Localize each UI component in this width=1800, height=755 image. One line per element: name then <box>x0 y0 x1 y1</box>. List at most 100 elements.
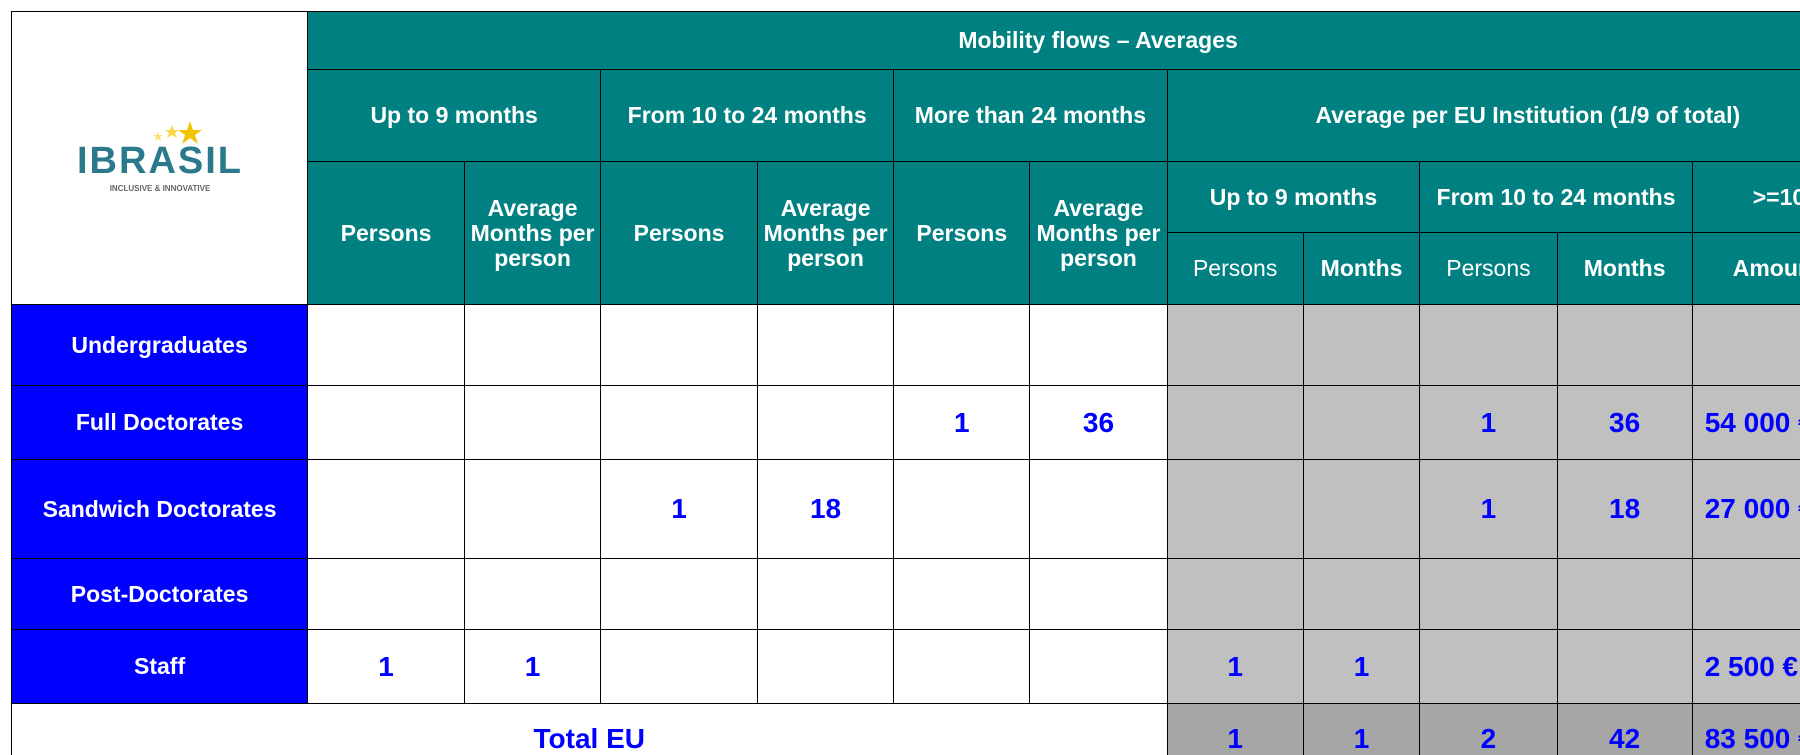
cell: 1 <box>463 629 602 704</box>
cell <box>1302 459 1421 559</box>
cell <box>1029 558 1168 630</box>
total-cell: 2 <box>1419 703 1558 755</box>
cell <box>463 459 602 559</box>
cell <box>1691 304 1800 386</box>
cell <box>756 304 895 386</box>
cell <box>893 558 1031 630</box>
logo-tagline: INCLUSIVE & INNOVATIVE <box>109 184 210 193</box>
body-row: Post-Doctorates <box>11 558 1800 630</box>
cell: 1 <box>1166 629 1304 704</box>
cell <box>600 629 758 704</box>
row-label: Post-Doctorates <box>11 558 309 630</box>
header-row: Persons Months Persons Months Amount* <box>12 232 1800 305</box>
cell <box>1029 629 1168 704</box>
cell <box>307 304 465 386</box>
cell: 2 500 € <box>1691 629 1800 704</box>
cell <box>1691 558 1800 630</box>
cell <box>1166 385 1304 460</box>
avg-group-header: >=10 <box>1691 161 1800 233</box>
avg-sub-header: Persons <box>1419 232 1558 305</box>
sub-header: Average Months per person <box>463 161 602 305</box>
cell <box>1166 558 1304 630</box>
cell: 1 <box>1302 629 1421 704</box>
cell <box>600 304 758 386</box>
cell <box>463 304 602 386</box>
title: Mobility flows – Averages <box>307 11 1800 70</box>
row-label: Sandwich Doctorates <box>11 459 309 559</box>
cell <box>307 558 465 630</box>
row-label: Full Doctorates <box>11 385 309 460</box>
cell: 1 <box>1419 459 1558 559</box>
mobility-table: IBRASIL INCLUSIVE & INNOVATIVE Mobility … <box>11 11 1800 755</box>
cell <box>463 558 602 630</box>
sub-header: Persons <box>600 161 758 305</box>
cell <box>1029 459 1168 559</box>
cell <box>1302 385 1421 460</box>
sub-header: Persons <box>893 161 1031 305</box>
cell: 1 <box>893 385 1031 460</box>
sub-header: Average Months per person <box>756 161 895 305</box>
cell: 18 <box>1556 459 1693 559</box>
cell <box>307 459 465 559</box>
row-label: Undergraduates <box>11 304 309 386</box>
avg-group-header: Up to 9 months <box>1166 161 1421 233</box>
header-row: Up to 9 months From 10 to 24 months More… <box>12 69 1800 162</box>
group-header: From 10 to 24 months <box>600 69 895 162</box>
cell <box>1029 304 1168 386</box>
avg-sub-header: Persons <box>1166 232 1304 305</box>
cell <box>307 385 465 460</box>
star <box>164 124 179 138</box>
avg-group-header: From 10 to 24 months <box>1419 161 1693 233</box>
table-wrap: IBRASIL INCLUSIVE & INNOVATIVE Mobility … <box>11 11 1800 755</box>
sub-header: Average Months per person <box>1029 161 1168 305</box>
cell <box>1419 629 1558 704</box>
avg-sub-header: Amount* <box>1691 232 1800 305</box>
avg-sub-header: Months <box>1302 232 1421 305</box>
cell <box>1556 629 1693 704</box>
cell <box>756 558 895 630</box>
cell <box>893 629 1031 704</box>
total-cell: 83 500 € <box>1691 703 1800 755</box>
cell <box>1556 304 1693 386</box>
cell: 1 <box>1419 385 1558 460</box>
cell <box>1556 558 1693 630</box>
group-header: Up to 9 months <box>307 69 602 162</box>
cell <box>1419 558 1558 630</box>
cell <box>1302 304 1421 386</box>
group-header: Average per EU Institution (1/9 of total… <box>1166 69 1800 162</box>
avg-sub-header: Months <box>1556 232 1693 305</box>
logo-cell: IBRASIL INCLUSIVE & INNOVATIVE <box>11 11 309 305</box>
body-row: Staff 1 1 1 1 2 500 € <box>11 629 1800 704</box>
cell: 1 <box>600 459 758 559</box>
cell: 54 000 € <box>1691 385 1800 460</box>
total-cell: 1 <box>1302 703 1421 755</box>
star <box>177 120 202 144</box>
cell <box>1419 304 1558 386</box>
body-row: Undergraduates <box>11 304 1800 386</box>
cell <box>600 558 758 630</box>
cell: 36 <box>1556 385 1693 460</box>
sub-header: Persons <box>307 161 465 305</box>
total-cell: 1 <box>1166 703 1304 755</box>
cell <box>1166 304 1304 386</box>
star <box>152 130 163 141</box>
cell: 36 <box>1029 385 1168 460</box>
cell: 1 <box>307 629 465 704</box>
cell <box>600 385 758 460</box>
header-row: IBRASIL INCLUSIVE & INNOVATIVE Mobility … <box>11 11 1800 305</box>
cell: 27 000 € <box>1691 459 1800 559</box>
cell: 18 <box>756 459 895 559</box>
logo: IBRASIL INCLUSIVE & INNOVATIVE <box>77 120 241 193</box>
cell <box>1166 459 1304 559</box>
cell <box>893 304 1031 386</box>
total-label: Total EU <box>11 703 1168 755</box>
cell <box>1302 558 1421 630</box>
header-row: Persons Average Months per person Person… <box>12 161 1800 305</box>
cell <box>756 629 895 704</box>
row-label: Staff <box>11 629 309 704</box>
cell <box>893 459 1031 559</box>
